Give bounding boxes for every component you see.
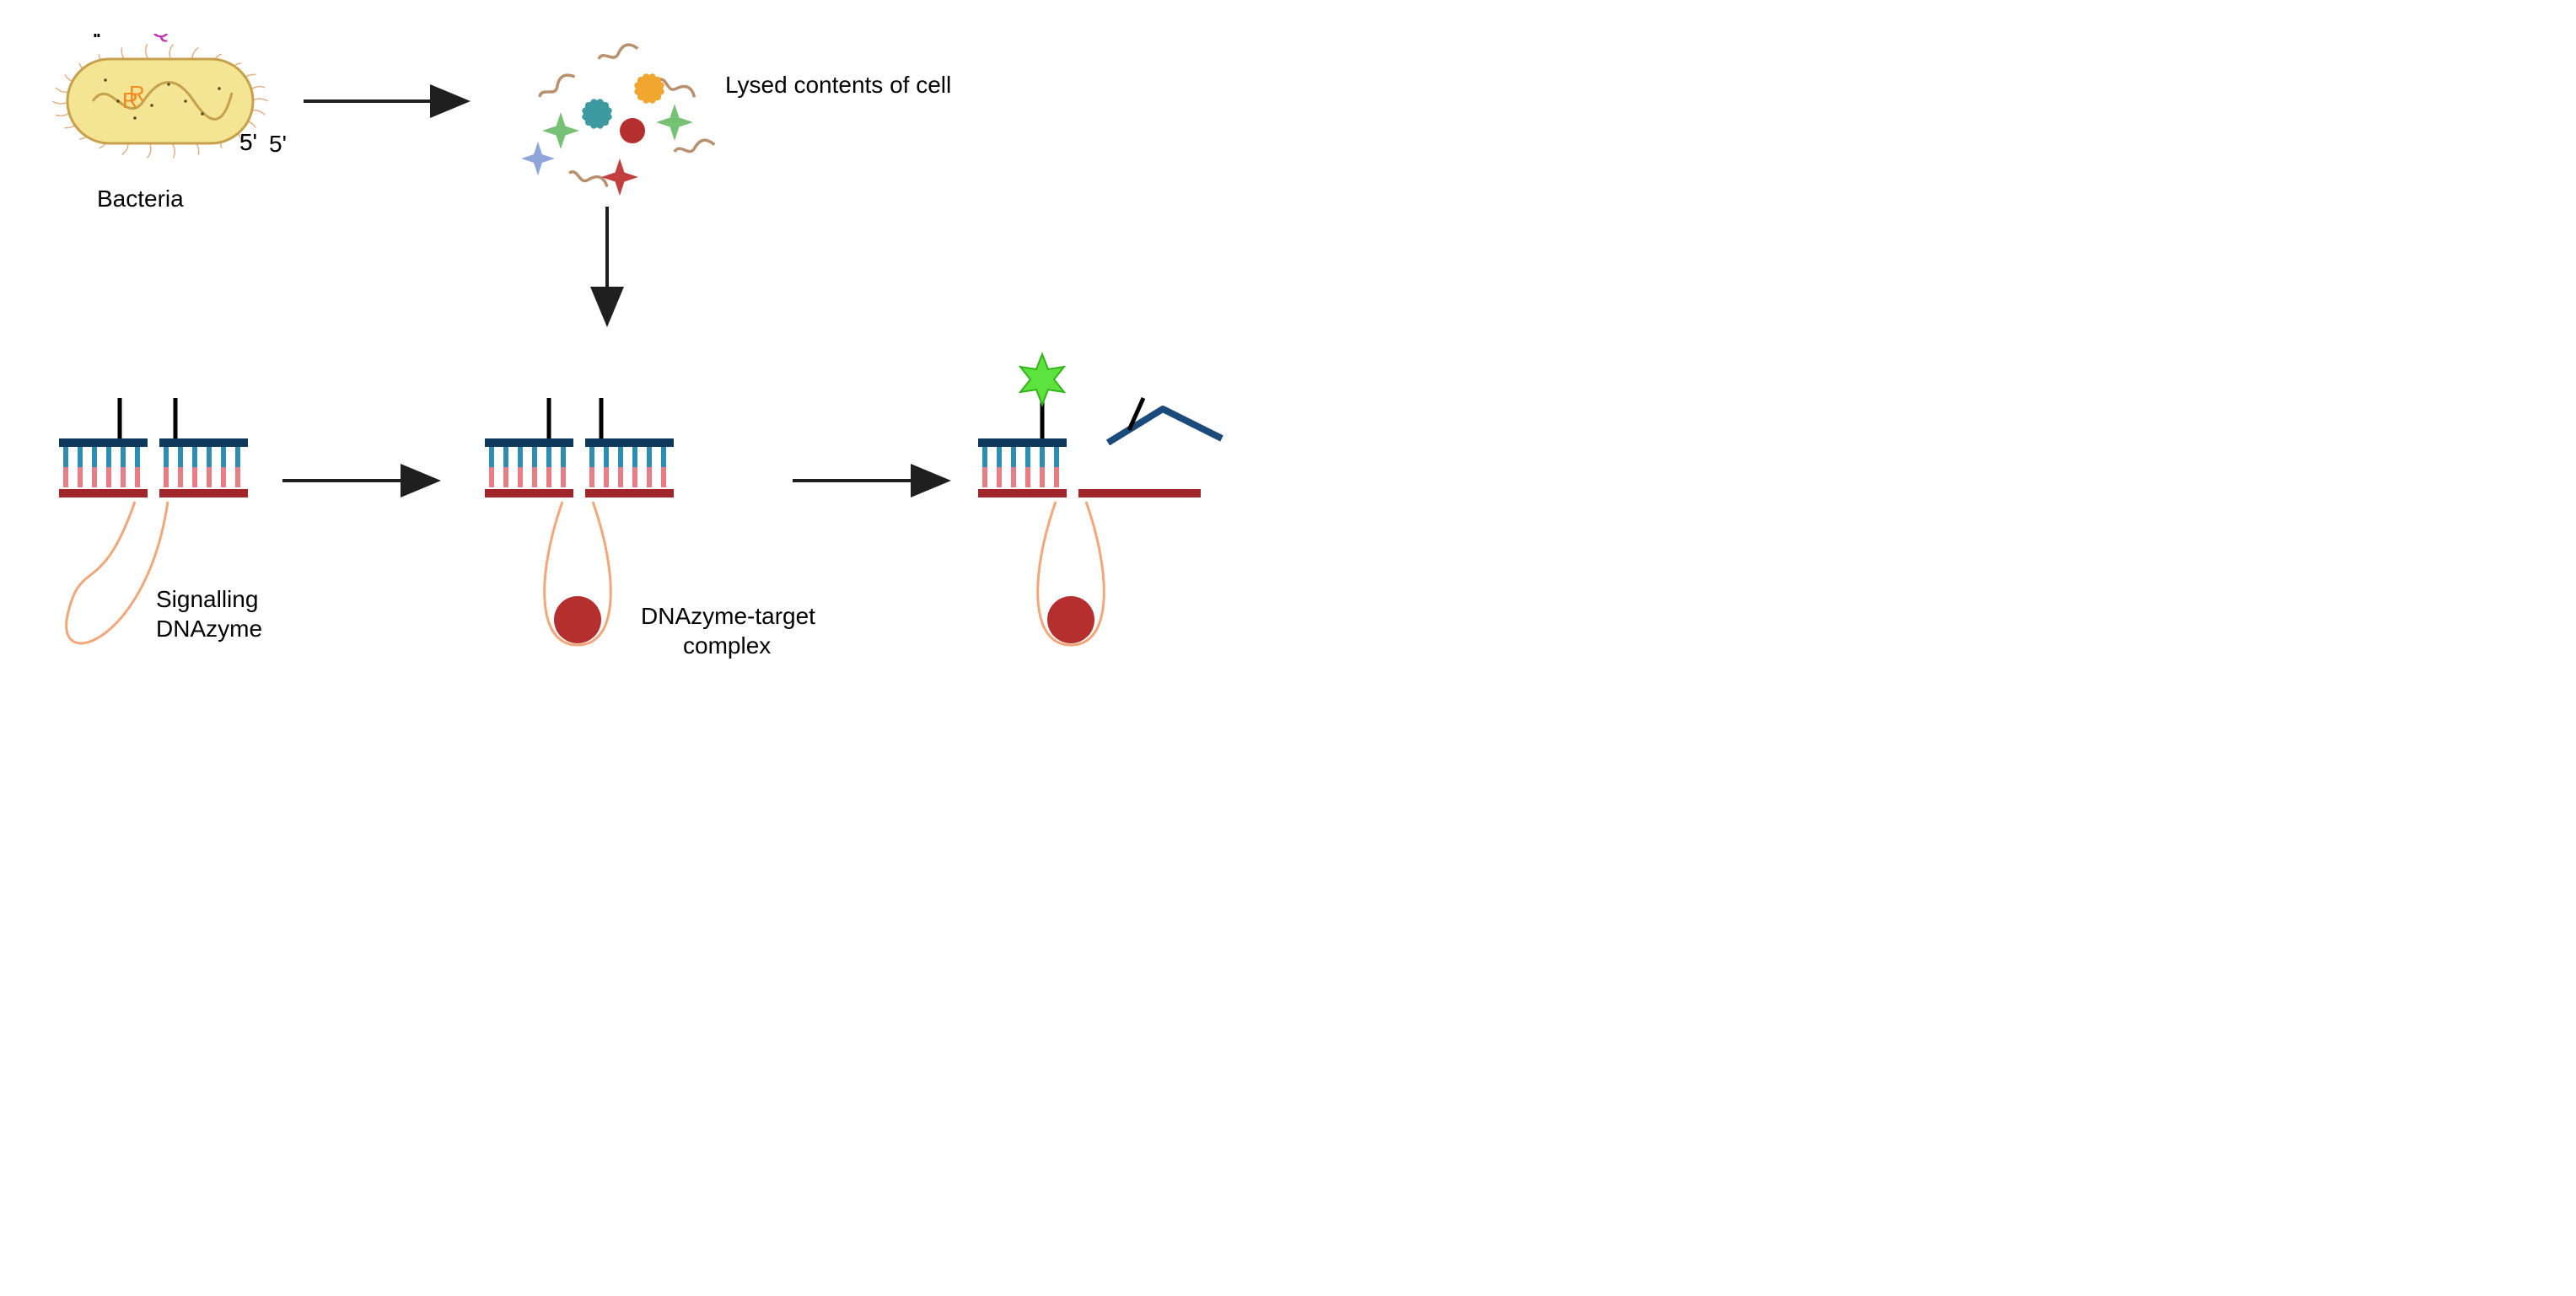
F-label-glow: F [95, 34, 110, 40]
bacteria-cell [52, 44, 268, 158]
Q-label: Q [151, 34, 170, 43]
signalling-label-2: DNAzyme [156, 616, 262, 642]
five-prime-3: 5' [269, 131, 287, 157]
bacteria-label: Bacteria [97, 186, 184, 212]
R-label-3: R [129, 81, 145, 106]
signalling-label-1: Signalling [156, 586, 258, 612]
five-prime-2: 5' [239, 129, 257, 155]
lysed-label: Lysed contents of cell [725, 72, 951, 98]
complex-label-2: complex [683, 632, 771, 659]
cleaved-product [978, 354, 1222, 645]
lysed-contents [521, 42, 715, 196]
complex-label-1: DNAzyme-target [641, 603, 815, 629]
diagram-svg: Bacteria Lysed contents of cell F Q R 5' Signa… [34, 34, 1315, 683]
